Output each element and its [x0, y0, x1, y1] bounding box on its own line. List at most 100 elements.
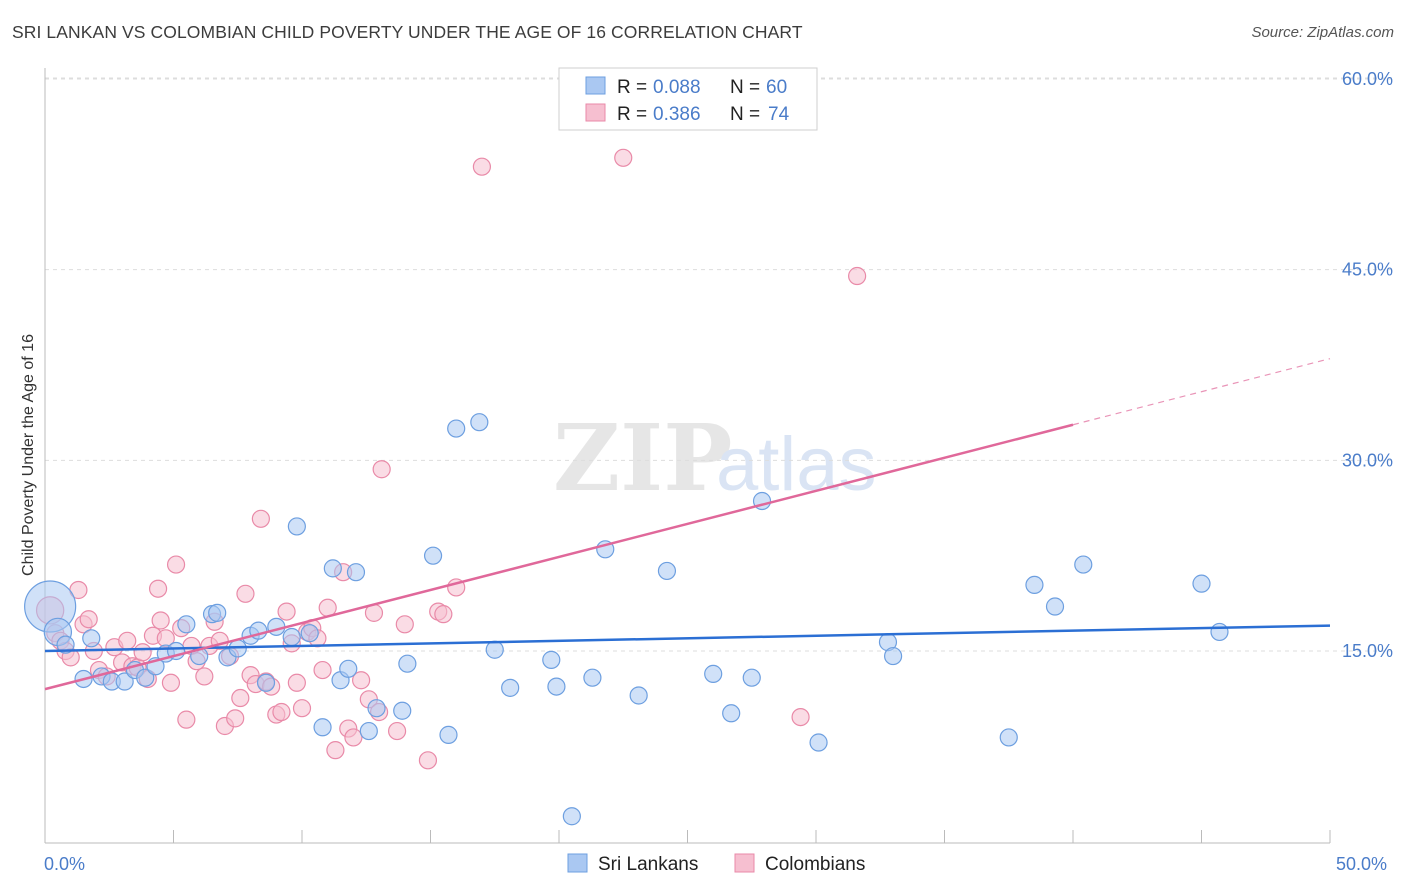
colombians-point-56 — [344, 728, 363, 747]
colombians-point-25 — [177, 710, 196, 729]
sri-lankans-point-13 — [177, 615, 196, 634]
sri-lankans-point-29 — [339, 659, 358, 678]
colombians-point-70 — [791, 707, 810, 727]
gridlines — [45, 77, 1392, 652]
sri-lankans-point-2 — [56, 635, 75, 654]
legend-n-value-1: 60 — [766, 77, 787, 98]
sri-lankans-point-9 — [136, 668, 155, 687]
sri-lankans-point-24 — [287, 517, 306, 536]
sri-lankans-point-55 — [999, 728, 1018, 747]
legend-n-value-2: 74 — [768, 104, 790, 125]
sri-lankans-point-21 — [256, 673, 276, 692]
sri-lankans-point-40 — [501, 678, 520, 697]
sri-lankans-point-39 — [485, 640, 504, 659]
legend-r-value-2: 0.386 — [653, 104, 701, 125]
sri-lankans-point-54 — [883, 646, 903, 666]
x-tick-label-50: 50.0% — [1336, 854, 1387, 874]
colombians-point-13 — [118, 631, 137, 650]
x-tick-label-0: 0.0% — [44, 854, 85, 874]
sri-lankans-point-26 — [313, 718, 332, 737]
sri-lankans-point-23 — [282, 627, 301, 647]
bottom-legend-label-sri-lankans: Sri Lankans — [598, 854, 698, 875]
legend-n-label-1: N = — [730, 77, 760, 98]
colombians-point-44 — [277, 602, 296, 621]
colombians-point-20 — [151, 611, 170, 630]
legend-n-label-2: N = — [730, 104, 760, 125]
sri-lankans-point-31 — [359, 721, 378, 741]
sri-lankans-point-50 — [742, 668, 761, 687]
y-tick-labels: 15.0% 30.0% 45.0% 60.0% — [1342, 69, 1393, 661]
chart-title: SRI LANKAN VS COLOMBIAN CHILD POVERTY UN… — [12, 22, 803, 42]
trend-lines — [44, 358, 1331, 691]
colombians-point-34 — [226, 709, 245, 728]
colombians-point-46 — [287, 673, 306, 692]
colombians-point-43 — [272, 702, 291, 722]
bottom-legend-swatch-colombians — [734, 853, 755, 873]
y-tick-label-45: 45.0% — [1342, 260, 1393, 280]
sri-lankans-point-42 — [547, 677, 566, 696]
sri-lankans-point-38 — [470, 413, 489, 432]
watermark-zip: ZIP — [553, 404, 732, 512]
sri-lankans-point-37 — [447, 419, 466, 438]
sri-lankans-point-25 — [300, 624, 319, 643]
colombians-point-39 — [251, 509, 270, 528]
sri-lankans-point-7 — [115, 672, 134, 691]
sri-lankans-point-59 — [1192, 574, 1211, 593]
watermark-atlas: atlas — [716, 422, 877, 507]
legend-r-label-2: R = — [617, 104, 647, 125]
sri-lankans-point-46 — [629, 686, 648, 705]
legend-r-value-1: 0.088 — [653, 77, 701, 98]
bottom-legend-label-colombians: Colombians — [765, 854, 865, 875]
legend-swatch-sri-lankans — [585, 76, 606, 95]
sri-lankans-point-49 — [722, 704, 741, 723]
sri-lankans-point-44 — [583, 668, 602, 687]
legend-r-label-1: R = — [617, 77, 647, 98]
sri-lankans-point-41 — [542, 650, 561, 669]
sri-lankans-point-30 — [346, 563, 366, 582]
sri-lankans-point-32 — [367, 699, 386, 718]
colombians-point-28 — [195, 667, 214, 686]
legend-swatch-colombians — [585, 103, 606, 122]
sri-lankans-point-57 — [1045, 597, 1065, 616]
colombians-point-23 — [166, 555, 186, 574]
sri-lankans-point-35 — [423, 546, 443, 565]
colombians-trend-extension — [1072, 358, 1331, 426]
colombians-point-62 — [387, 721, 407, 741]
y-axis-label: Child Poverty Under the Age of 16 — [20, 334, 37, 576]
bottom-legend: Sri Lankans Colombians — [567, 853, 865, 875]
colombians-point-61 — [372, 460, 391, 479]
sri-lankans-point-47 — [657, 561, 677, 581]
colombians-point-53 — [326, 741, 345, 760]
colombians-point-63 — [395, 615, 414, 634]
y-tick-label-15: 15.0% — [1342, 641, 1393, 661]
colombians-point-68 — [472, 157, 491, 176]
sri-lankans-trend-line — [44, 624, 1331, 653]
colombians-point-66 — [434, 605, 453, 624]
colombians-point-71 — [848, 266, 867, 286]
colombians-point-22 — [161, 673, 181, 692]
sri-lankans-point-27 — [323, 559, 342, 578]
sri-lankans-point-36 — [439, 725, 458, 744]
bottom-legend-swatch-sri-lankans — [567, 853, 588, 873]
colombians-point-7 — [79, 610, 98, 629]
colombians-point-36 — [236, 584, 255, 603]
sri-lankans-point-52 — [809, 733, 828, 752]
sri-lankans-point-58 — [1074, 555, 1093, 574]
colombians-point-69 — [614, 148, 633, 167]
colombians-point-57 — [352, 671, 371, 690]
x-axis-ticks — [44, 830, 1331, 843]
sri-lankans-point-16 — [208, 603, 227, 622]
sri-lankans-point-33 — [393, 701, 412, 720]
sri-lankans-point-56 — [1025, 575, 1044, 595]
sri-lankans-point-43 — [562, 807, 581, 826]
sri-lankans-point-34 — [398, 654, 417, 673]
legend: R = 0.088 N = 60 R = 0.386 N = 74 — [558, 67, 818, 131]
colombians-point-64 — [418, 751, 438, 770]
colombians-point-51 — [313, 660, 332, 680]
colombians-point-47 — [292, 699, 312, 718]
y-tick-label-30: 30.0% — [1342, 450, 1393, 470]
source-label: Source: ZipAtlas.com — [1251, 24, 1394, 41]
watermark: ZIP atlas — [553, 404, 877, 512]
colombians-point-16 — [133, 643, 152, 662]
